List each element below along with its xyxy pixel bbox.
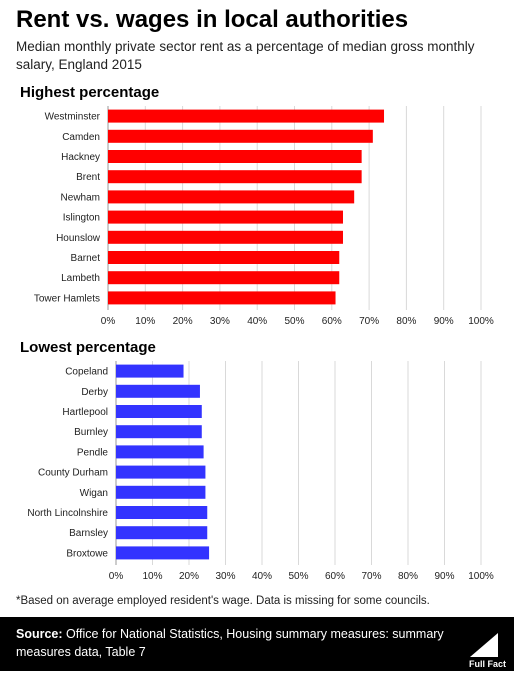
source-footer: Source: Office for National Statistics, … [0,617,514,671]
lowest-percentage-chart: 0% 10% 20% 30% 40% 50% 60% 70% 80% 90% 100% Copelan… [27,361,494,582]
bar-pendle [116,445,204,459]
category-label: Hackney [61,152,100,163]
source-text: Office for National Statistics, Housing … [16,627,444,659]
category-label: Pendle [77,447,109,458]
bar-islington [108,210,343,224]
category-label: Hounslow [56,233,101,244]
bar-north-lincolnshire [116,506,208,519]
bar-tower-hamlets [108,291,336,305]
bar-lambeth [108,271,340,285]
bar-newham [108,190,355,204]
bar-hackney [108,150,362,163]
chart-subtitle: Median monthly private sector rent as a … [16,39,475,72]
bar-westminster [108,109,385,123]
x-tick-label: 70% [359,316,379,327]
footnote: *Based on average employed resident's wa… [16,595,430,607]
x-tick-label: 100% [468,571,494,582]
x-tick-label: 30% [215,571,235,582]
category-label: Lambeth [61,273,100,284]
category-label: County Durham [38,468,108,479]
full-fact-logo-icon [470,633,498,657]
x-tick-label: 40% [252,571,272,582]
x-tick-label: 60% [325,571,345,582]
x-tick-label: 50% [288,571,308,582]
category-label: Tower Hamlets [34,293,100,304]
category-label: Copeland [65,367,108,378]
category-label: Camden [62,132,100,143]
x-tick-label: 20% [173,316,193,327]
bar-camden [108,129,373,143]
x-tick-label: 70% [361,571,381,582]
bar-barnsley [116,526,208,540]
x-tick-label: 20% [179,571,199,582]
category-label: Broxtowe [66,548,108,559]
highest-percentage-chart: 0% 10% 20% 30% 40% 50% 60% 70% 80% 90% 100% Westmin… [34,106,494,327]
category-label: Barnsley [69,528,108,539]
x-tick-label: 100% [468,316,494,327]
category-label: Hartlepool [62,407,108,418]
category-label: Islington [63,213,100,224]
bar-hartlepool [116,405,202,418]
x-tick-label: 10% [135,316,155,327]
source-text-block: Source: Office for National Statistics, … [16,625,456,661]
x-tick-label: 50% [284,316,304,327]
category-label: Barnet [71,253,101,264]
x-tick-label: 0% [101,316,116,327]
bar-copeland [116,364,184,378]
logo-text: Full Fact [468,659,506,669]
category-label: North Lincolnshire [27,508,108,519]
bar-county-durham [116,465,206,479]
bar-brent [108,170,362,184]
category-label: Wigan [80,488,108,499]
category-label: Derby [81,387,108,398]
bar-broxtowe [116,546,210,560]
x-tick-label: 40% [247,316,267,327]
category-label: Burnley [74,427,108,438]
lowest-section-title: Lowest percentage [20,339,156,356]
x-tick-label: 80% [398,571,418,582]
x-tick-label: 90% [434,316,454,327]
x-tick-label: 0% [109,571,124,582]
bar-derby [116,384,200,398]
bar-wigan [116,485,206,499]
x-tick-label: 10% [142,571,162,582]
bar-burnley [116,425,202,439]
chart-title: Rent vs. wages in local authorities [16,6,409,33]
highest-section-title: Highest percentage [20,84,160,101]
x-tick-label: 30% [210,316,230,327]
x-tick-label: 80% [396,316,416,327]
x-tick-label: 60% [322,316,342,327]
bar-barnet [108,251,340,264]
category-label: Newham [61,192,100,203]
x-tick-label: 90% [434,571,454,582]
source-label: Source: [16,627,63,641]
bar-hounslow [108,230,343,244]
category-label: Brent [76,172,100,183]
category-label: Westminster [45,112,101,123]
